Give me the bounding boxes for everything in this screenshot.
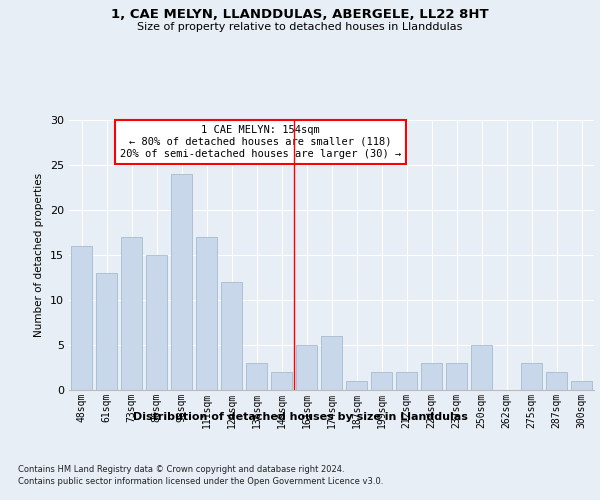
Bar [271,372,292,390]
Bar [121,237,142,390]
Bar [546,372,567,390]
Text: Distribution of detached houses by size in Llanddulas: Distribution of detached houses by size … [133,412,467,422]
Bar [571,381,592,390]
Bar [421,363,442,390]
Bar [371,372,392,390]
Bar [396,372,417,390]
Y-axis label: Number of detached properties: Number of detached properties [34,173,44,337]
Bar [221,282,242,390]
Bar [146,255,167,390]
Text: Contains HM Land Registry data © Crown copyright and database right 2024.: Contains HM Land Registry data © Crown c… [18,465,344,474]
Text: 1, CAE MELYN, LLANDDULAS, ABERGELE, LL22 8HT: 1, CAE MELYN, LLANDDULAS, ABERGELE, LL22… [111,8,489,20]
Text: Size of property relative to detached houses in Llanddulas: Size of property relative to detached ho… [137,22,463,32]
Text: Contains public sector information licensed under the Open Government Licence v3: Contains public sector information licen… [18,478,383,486]
Bar [471,345,492,390]
Bar [296,345,317,390]
Bar [96,273,117,390]
Bar [521,363,542,390]
Bar [321,336,342,390]
Bar [346,381,367,390]
Bar [171,174,192,390]
Text: 1 CAE MELYN: 154sqm
← 80% of detached houses are smaller (118)
20% of semi-detac: 1 CAE MELYN: 154sqm ← 80% of detached ho… [120,126,401,158]
Bar [71,246,92,390]
Bar [196,237,217,390]
Bar [246,363,267,390]
Bar [446,363,467,390]
